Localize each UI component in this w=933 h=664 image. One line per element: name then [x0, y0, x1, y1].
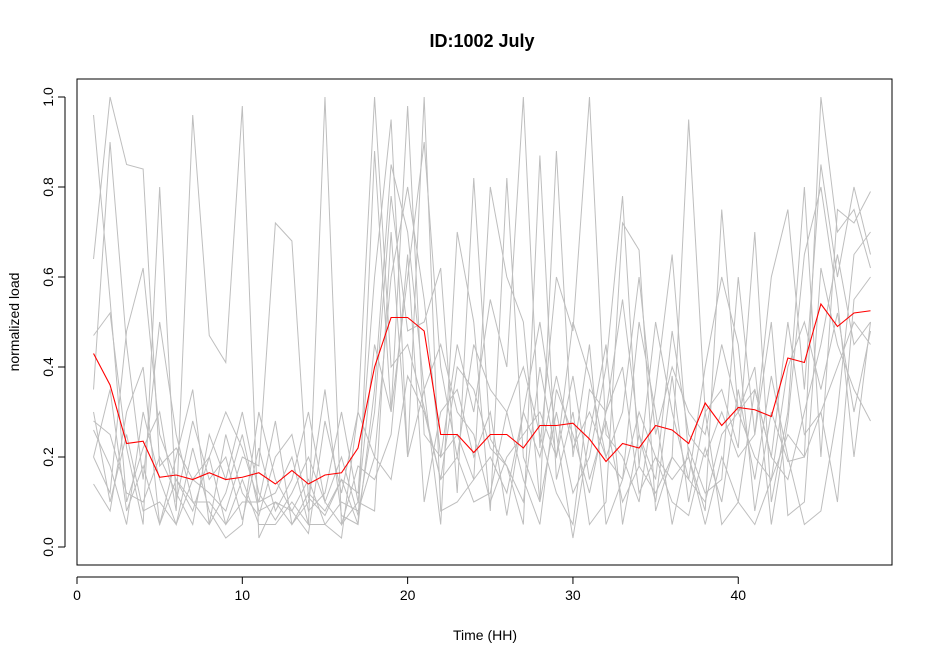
day-series-line — [93, 96, 871, 539]
y-tick-label: 0.8 — [40, 177, 56, 197]
day-series-line — [93, 150, 871, 525]
x-axis-label: Time (HH) — [453, 627, 517, 643]
y-axis: 0.0 0.2 0.4 0.6 0.8 1.0 — [40, 87, 66, 557]
day-series-line — [93, 186, 871, 526]
day-series-line — [93, 96, 871, 517]
plot-frame — [76, 78, 893, 566]
y-axis-label: normalized load — [6, 273, 22, 372]
y-tick-label: 0.6 — [40, 267, 56, 287]
y-tick-label: 0.0 — [40, 537, 56, 557]
x-tick-label: 30 — [565, 587, 581, 603]
x-tick-label: 20 — [400, 587, 416, 603]
x-tick-label: 40 — [730, 587, 746, 603]
day-series-line — [93, 96, 871, 527]
day-series-line — [93, 164, 871, 527]
day-series-line — [93, 254, 871, 539]
chart-title: ID:1002 July — [429, 31, 534, 51]
mean-series-line — [93, 302, 871, 485]
x-tick-label: 0 — [73, 587, 81, 603]
x-axis: 0 10 20 30 40 — [73, 576, 746, 603]
y-tick-label: 0.2 — [40, 447, 56, 467]
y-tick-label: 0.4 — [40, 357, 56, 377]
y-tick-label: 1.0 — [40, 87, 56, 107]
series-layer — [93, 96, 872, 539]
day-series-line — [93, 231, 871, 539]
day-series-line — [93, 119, 871, 526]
x-tick-label: 10 — [235, 587, 251, 603]
